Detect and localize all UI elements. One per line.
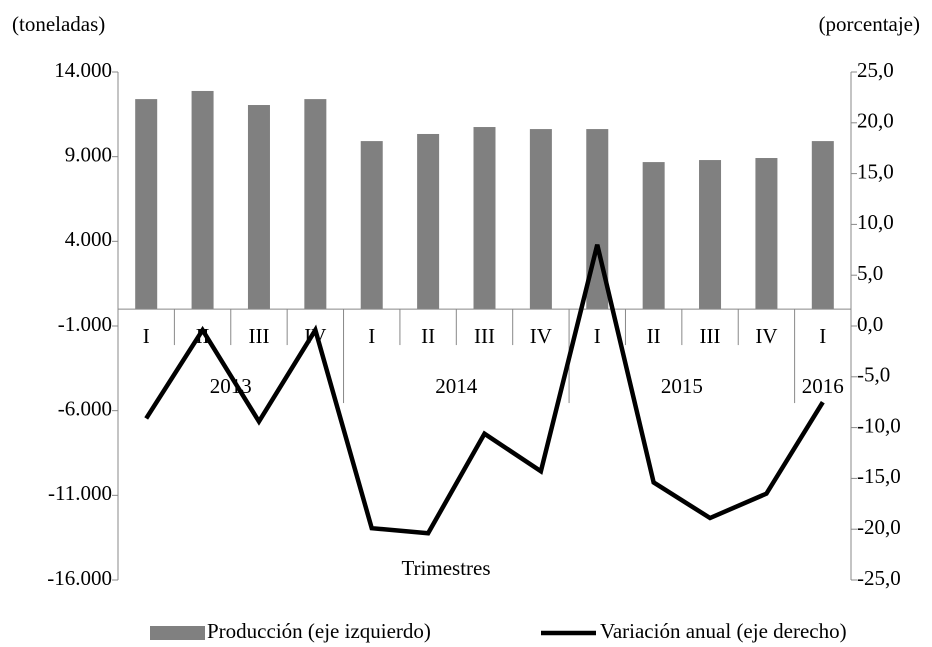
y-tick-label: -16.000 — [47, 566, 112, 590]
y2-tick-label: -10,0 — [857, 413, 901, 437]
bar — [360, 141, 383, 310]
y2-tick-label: -15,0 — [857, 464, 901, 488]
legend-swatch — [150, 626, 205, 640]
bar — [473, 127, 496, 310]
bar — [304, 99, 327, 310]
bar — [642, 162, 665, 310]
bar — [811, 141, 834, 310]
x-tick-label: II — [196, 324, 210, 348]
x-tick-label: IV — [755, 324, 777, 348]
bar — [247, 105, 270, 310]
legend-label: Variación anual (eje derecho) — [600, 619, 847, 643]
group-label: 2016 — [802, 374, 844, 398]
y2-tick-label: -25,0 — [857, 566, 901, 590]
x-tick-label: I — [143, 324, 150, 348]
group-label: 2014 — [435, 374, 478, 398]
y2-tick-label: 10,0 — [857, 210, 894, 234]
y-axis-title: (toneladas) — [12, 12, 105, 36]
x-tick-label: I — [819, 324, 826, 348]
x-tick-label: III — [248, 324, 269, 348]
x-tick-label: IV — [530, 324, 552, 348]
bar — [529, 129, 552, 310]
x-tick-label: III — [474, 324, 495, 348]
bar — [191, 90, 214, 310]
line — [144, 244, 825, 536]
bar — [135, 99, 158, 310]
legend-label: Producción (eje izquierdo) — [207, 619, 431, 643]
y-tick-label: 9.000 — [65, 142, 112, 166]
x-tick-label: II — [647, 324, 661, 348]
y2-axis-title: (porcentaje) — [819, 12, 920, 36]
y2-tick-label: -5,0 — [857, 363, 890, 387]
bar — [417, 133, 440, 310]
y2-tick-label: -20,0 — [857, 515, 901, 539]
y2-tick-label: 15,0 — [857, 159, 894, 183]
y-tick-label: -6.000 — [58, 396, 112, 420]
y-tick-label: -1.000 — [58, 312, 112, 336]
x-tick-label: II — [421, 324, 435, 348]
bar — [755, 158, 778, 310]
y2-tick-label: 0,0 — [857, 312, 883, 336]
x-tick-label: III — [700, 324, 721, 348]
y2-tick-label: 25,0 — [857, 58, 894, 82]
group-label: 2015 — [661, 374, 703, 398]
bar — [699, 160, 722, 310]
y-tick-label: 14.000 — [54, 58, 112, 82]
x-tick-label: I — [368, 324, 375, 348]
y2-tick-label: 5,0 — [857, 261, 883, 285]
y2-tick-label: 20,0 — [857, 109, 894, 133]
x-tick-label: I — [594, 324, 601, 348]
y-tick-label: 4.000 — [65, 227, 112, 251]
y-tick-label: -11.000 — [48, 481, 112, 505]
x-axis-title: Trimestres — [401, 556, 490, 580]
